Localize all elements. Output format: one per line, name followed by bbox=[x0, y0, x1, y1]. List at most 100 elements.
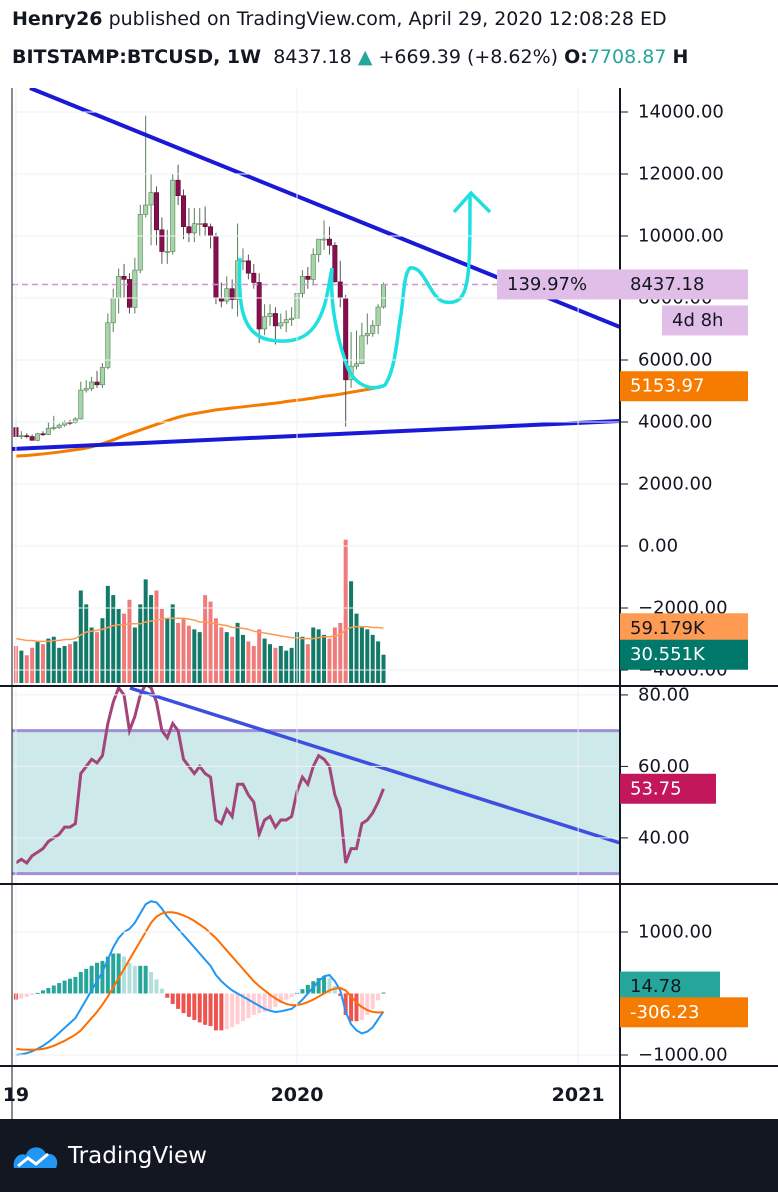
macd-pane bbox=[13, 900, 386, 1056]
macd-histogram bbox=[57, 983, 62, 994]
macd-histogram bbox=[67, 978, 72, 994]
macd-histogram bbox=[165, 993, 170, 998]
volume-bar bbox=[316, 629, 321, 683]
volume-bar bbox=[370, 634, 375, 683]
macd-histogram bbox=[305, 984, 310, 994]
candle-body bbox=[332, 244, 338, 283]
candle-body bbox=[51, 427, 57, 429]
volume-bar bbox=[105, 585, 110, 683]
signal-line bbox=[15, 911, 384, 1051]
volume-bar bbox=[154, 590, 159, 683]
signal-label-box bbox=[620, 997, 748, 1028]
candle-body bbox=[148, 192, 154, 206]
hist-label: 14.78 bbox=[630, 976, 682, 997]
volume-bar bbox=[273, 647, 278, 683]
candle-body bbox=[278, 322, 284, 327]
axes: 192020202114000.0012000.0010000.008000.0… bbox=[0, 88, 778, 1121]
macd-histogram bbox=[354, 993, 359, 1022]
y-tick-label: 40.00 bbox=[638, 827, 690, 848]
volume-bar bbox=[349, 581, 354, 683]
volume-bar bbox=[300, 636, 305, 683]
symbol: BITSTAMP:BTCUSD, 1W bbox=[12, 46, 262, 68]
volume-bar bbox=[219, 627, 224, 683]
volume-bar bbox=[57, 647, 62, 683]
logo bbox=[13, 1147, 58, 1168]
candle-body bbox=[164, 251, 170, 253]
candle-body bbox=[375, 306, 381, 326]
volume-bar bbox=[24, 655, 29, 683]
price-pane bbox=[12, 115, 620, 683]
candle-body bbox=[353, 363, 359, 367]
candle-body bbox=[24, 435, 30, 437]
candle-body bbox=[116, 275, 122, 299]
moving-average bbox=[15, 384, 384, 458]
y-tick-label: 14000.00 bbox=[638, 101, 724, 122]
macd-histogram bbox=[343, 993, 348, 1016]
y-tick-label: 80.00 bbox=[638, 684, 690, 705]
x-tick-label: 2021 bbox=[552, 1084, 605, 1106]
candle-body bbox=[251, 272, 257, 283]
macd-histogram bbox=[278, 993, 283, 1004]
volume-bar bbox=[235, 622, 240, 683]
macd-histogram bbox=[46, 987, 51, 994]
candle-body bbox=[110, 297, 116, 324]
macd-histogram bbox=[213, 993, 218, 1031]
volume-bar bbox=[365, 629, 370, 683]
candle-body bbox=[283, 319, 289, 324]
volume-bar bbox=[289, 647, 294, 683]
candle-body bbox=[359, 335, 365, 365]
macd-line bbox=[15, 900, 385, 1056]
rsi-label: 53.75 bbox=[630, 778, 682, 799]
candle-body bbox=[89, 381, 95, 389]
candle-body bbox=[256, 282, 262, 330]
candle-body bbox=[45, 427, 51, 435]
macd-histogram bbox=[332, 986, 337, 994]
candle-body bbox=[310, 254, 316, 280]
macd-histogram bbox=[230, 993, 235, 1028]
volume-label-box bbox=[620, 639, 748, 670]
candle-body bbox=[170, 179, 176, 252]
macd-histogram bbox=[224, 993, 229, 1030]
macd-histogram bbox=[246, 993, 251, 1019]
macd-histogram bbox=[149, 971, 154, 994]
candle-body bbox=[62, 422, 68, 426]
volume-bar bbox=[84, 604, 89, 683]
macd-histogram bbox=[116, 953, 121, 994]
volume-bar bbox=[354, 613, 359, 683]
ma-label-box bbox=[620, 371, 748, 402]
candle-body bbox=[99, 367, 105, 386]
volume-bar bbox=[89, 627, 94, 683]
candle-body bbox=[321, 238, 327, 241]
volume-bar bbox=[230, 636, 235, 683]
volume-bar bbox=[311, 627, 316, 683]
countdown: 4d 8h bbox=[672, 310, 723, 331]
macd-histogram bbox=[186, 993, 191, 1017]
candle-body bbox=[159, 229, 165, 252]
y-tick-label: 60.00 bbox=[638, 756, 690, 777]
volume-bar bbox=[181, 618, 186, 683]
volume-bar bbox=[73, 641, 78, 683]
candle-body bbox=[105, 322, 111, 368]
candle-body bbox=[326, 238, 332, 246]
candle-body bbox=[381, 284, 387, 308]
measure-label: 139.97% bbox=[507, 274, 587, 295]
volume-bar bbox=[203, 595, 208, 683]
footer-bar bbox=[0, 1120, 778, 1192]
last-price-label-box bbox=[620, 269, 748, 300]
macd-histogram bbox=[257, 993, 262, 1014]
macd-histogram bbox=[376, 993, 381, 1001]
macd-histogram bbox=[78, 971, 83, 994]
macd-histogram bbox=[289, 993, 294, 998]
y-tick-label: 10000.00 bbox=[638, 225, 724, 246]
volume-ma-label-box bbox=[620, 613, 748, 644]
volume-bar bbox=[359, 627, 364, 683]
macd-histogram bbox=[132, 965, 137, 994]
macd-histogram bbox=[181, 993, 186, 1014]
candle-body bbox=[364, 333, 370, 337]
macd-histogram bbox=[219, 993, 224, 1031]
published: published on TradingView.com, April 29, … bbox=[108, 8, 667, 30]
volume-bar bbox=[40, 644, 45, 683]
volume-bar bbox=[46, 638, 51, 683]
volume-bar bbox=[305, 644, 310, 683]
